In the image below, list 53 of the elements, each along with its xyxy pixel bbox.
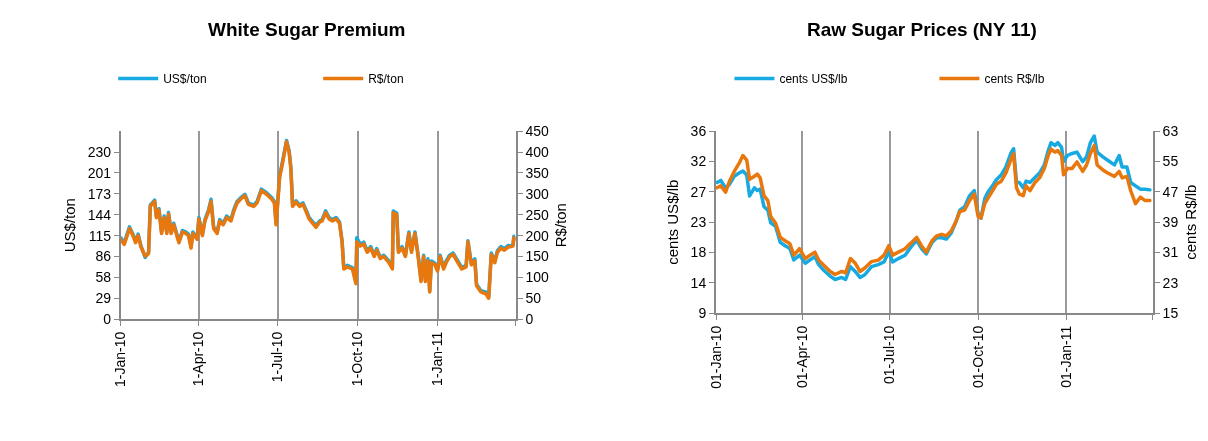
y2-tick-label: 63: [1162, 123, 1179, 140]
y2-tick-label: 0: [525, 311, 534, 327]
y-tick-label: 201: [87, 164, 112, 181]
x-tick-label: 01-Jan-11: [1057, 325, 1074, 388]
y2-tick-label: 50: [525, 290, 542, 307]
y2-tick-label: 200: [525, 227, 549, 244]
y2-tick-label: 300: [525, 185, 549, 202]
x-tick-label: 01-Jul-10: [881, 325, 898, 385]
legend-label: cents R$/lb: [984, 72, 1045, 87]
y2-tick-label: 23: [1162, 274, 1179, 291]
y-tick-label: 32: [690, 153, 707, 170]
y2-tick-label: 55: [1162, 153, 1179, 170]
y2-tick-label: 250: [525, 206, 549, 223]
legend-label: R$/ton: [368, 72, 404, 87]
chart-title: White Sugar Premium: [208, 19, 406, 40]
x-tick-label: 01-Jan-10: [707, 325, 724, 389]
x-tick-label: 1-Jan-11: [429, 331, 446, 386]
y2-tick-label: 100: [525, 269, 549, 286]
y2-tick-label: 350: [525, 164, 549, 181]
y2-tick-label: 31: [1162, 244, 1179, 261]
y2-tick-label: 15: [1162, 305, 1179, 322]
y-tick-label: 29: [95, 290, 112, 307]
x-tick-label: 1-Jan-10: [112, 331, 129, 387]
y-tick-label: 0: [103, 311, 112, 327]
legend-label: cents US$/lb: [779, 72, 848, 87]
y-tick-label: 36: [690, 123, 707, 140]
y2-tick-label: 400: [525, 144, 549, 161]
y-tick-label: 115: [88, 227, 112, 244]
y-axis-title: US$/ton: [61, 198, 79, 253]
y-axis-title: cents US$/lb: [664, 179, 682, 265]
y-tick-label: 9: [698, 305, 707, 322]
y-tick-label: 230: [87, 144, 112, 161]
y2-axis-title: cents R$/lb: [1181, 184, 1199, 260]
y-tick-label: 18: [690, 244, 707, 261]
x-tick-label: 1-Jul-10: [269, 331, 286, 383]
y2-tick-label: 450: [525, 123, 549, 140]
x-tick-label: 1-Oct-10: [349, 331, 366, 387]
y-tick-label: 58: [95, 269, 112, 286]
x-tick-label: 01-Oct-10: [969, 325, 986, 388]
y-tick-label: 14: [690, 274, 707, 291]
x-tick-label: 1-Apr-10: [190, 331, 207, 387]
y2-tick-label: 39: [1162, 214, 1179, 231]
x-tick-label: 01-Apr-10: [793, 325, 810, 389]
y-tick-label: 144: [87, 206, 112, 223]
y-tick-label: 173: [87, 185, 112, 202]
y2-tick-label: 47: [1162, 183, 1179, 200]
y-tick-label: 23: [690, 214, 707, 231]
y-tick-label: 27: [690, 183, 707, 200]
chart-title: Raw Sugar Prices (NY 11): [807, 19, 1037, 40]
y2-tick-label: 150: [525, 248, 549, 265]
y-tick-label: 86: [95, 248, 112, 265]
legend-label: US$/ton: [163, 72, 207, 87]
y2-axis-title: R$/ton: [552, 203, 570, 248]
